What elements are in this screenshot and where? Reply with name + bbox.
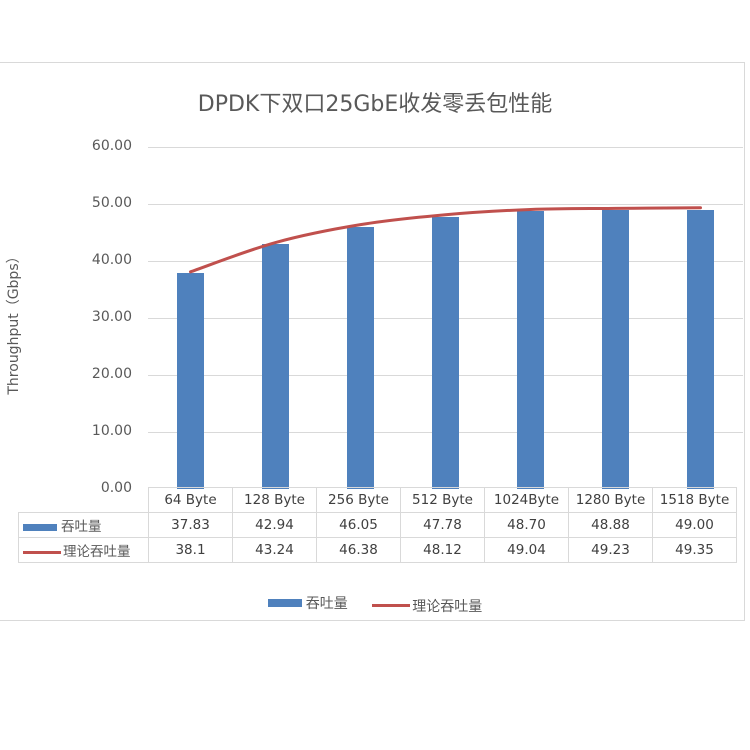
y-tick-label: 60.00 [91, 138, 132, 154]
bar [177, 273, 204, 489]
table-cell: 49.23 [568, 537, 653, 563]
table-cell: 48.12 [400, 537, 485, 563]
category-label: 1024Byte [484, 487, 569, 513]
bar [602, 210, 629, 489]
table-cell: 49.00 [652, 512, 737, 538]
table-row-theoretical: 理论吞吐量 38.1 43.24 46.38 48.12 49.04 49.23… [18, 537, 737, 563]
table-cell: 42.94 [232, 512, 317, 538]
legend: 吞吐量 理论吞吐量 [0, 593, 750, 616]
series-key-throughput: 吞吐量 [18, 512, 149, 538]
gridline [148, 147, 743, 148]
table-cell: 38.1 [148, 537, 233, 563]
series-key-theoretical: 理论吞吐量 [18, 537, 149, 563]
category-label: 256 Byte [316, 487, 401, 513]
table-cell: 43.24 [232, 537, 317, 563]
bar [517, 211, 544, 489]
y-tick-label: 10.00 [91, 423, 132, 439]
table-cell: 37.83 [148, 512, 233, 538]
y-tick-label: 40.00 [91, 252, 132, 268]
bar-legend-swatch-icon [267, 599, 302, 607]
table-corner [18, 487, 149, 513]
table-cell: 46.38 [316, 537, 401, 563]
table-cell: 47.78 [400, 512, 485, 538]
y-tick-label: 30.00 [91, 309, 132, 325]
category-label: 1518 Byte [652, 487, 737, 513]
bar [262, 244, 289, 489]
table-cell: 48.70 [484, 512, 569, 538]
table-cell: 49.04 [484, 537, 569, 563]
chart-title: DPDK下双口25GbE收发零丢包性能 [197, 92, 553, 117]
table-row-throughput: 吞吐量 37.83 42.94 46.05 47.78 48.70 48.88 … [18, 512, 737, 538]
line-legend-swatch-icon [23, 550, 61, 554]
y-tick-label: 20.00 [91, 366, 132, 382]
category-label: 128 Byte [232, 487, 317, 513]
category-label: 64 Byte [148, 487, 233, 513]
bar-legend-swatch-icon [23, 523, 57, 531]
category-label: 1280 Byte [568, 487, 653, 513]
legend-item-throughput: 吞吐量 [267, 593, 348, 613]
table-cell: 46.05 [316, 512, 401, 538]
table-header-row: 64 Byte 128 Byte 256 Byte 512 Byte 1024B… [18, 487, 737, 513]
line-legend-swatch-icon [372, 604, 411, 607]
theoretical-throughput-line [189, 206, 702, 274]
category-label: 512 Byte [400, 487, 485, 513]
bar [347, 226, 374, 489]
table-cell: 48.88 [568, 512, 653, 538]
legend-item-theoretical: 理论吞吐量 [372, 596, 482, 616]
bar [432, 216, 459, 489]
bar [687, 209, 714, 489]
y-tick-label: 50.00 [91, 195, 132, 211]
table-cell: 49.35 [652, 537, 737, 563]
gridline [148, 204, 743, 205]
data-table: 64 Byte 128 Byte 256 Byte 512 Byte 1024B… [18, 487, 737, 563]
